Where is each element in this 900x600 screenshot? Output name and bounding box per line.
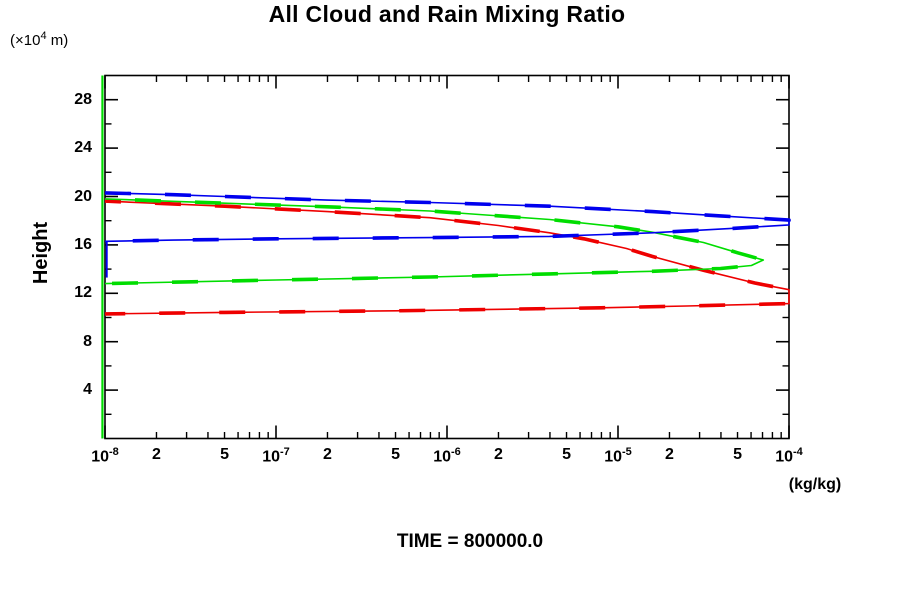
rain-mixing-ratio-red-line <box>104 200 790 315</box>
x-tick-label-minor: 5 <box>391 446 400 463</box>
cloud-mixing-ratio-green-thick-dashes <box>104 197 766 286</box>
y-tick-label: 16 <box>74 235 92 253</box>
x-tick-label-minor: 2 <box>152 446 161 463</box>
y-tick-label: 8 <box>83 332 92 350</box>
x-tick-exponent: -6 <box>451 446 461 458</box>
y-tick-label: 28 <box>74 90 92 108</box>
y-tick-label: 24 <box>74 139 92 157</box>
x-tick-mantissa: 10 <box>262 448 280 466</box>
x-tick-label-minor: 5 <box>562 446 571 463</box>
y-tick-label: 20 <box>74 187 92 205</box>
rain-mixing-ratio-red-thick-dashes <box>104 199 791 316</box>
x-tick-mantissa: 10 <box>433 448 451 466</box>
x-tick-exponent: -7 <box>280 446 290 458</box>
x-tick-label-major: 10-4 <box>757 446 821 466</box>
x-tick-mantissa: 10 <box>604 448 622 466</box>
x-tick-label-minor: 2 <box>323 446 332 463</box>
x-tick-mantissa: 10 <box>775 448 793 466</box>
x-tick-exponent: -4 <box>793 446 803 458</box>
x-axis-unit-label: (kg/kg) <box>788 476 842 493</box>
x-tick-label-minor: 5 <box>220 446 229 463</box>
y-tick-label: 4 <box>83 381 92 399</box>
y-axis-unit-label: (×104 m) <box>10 30 68 49</box>
plot-box <box>104 74 790 440</box>
y-axis-unit-exponent: 4 <box>40 30 47 42</box>
y-axis-unit-prefix: (×10 <box>10 32 41 49</box>
chart-title: All Cloud and Rain Mixing Ratio <box>268 1 626 27</box>
time-label: TIME = 800000.0 <box>396 531 544 552</box>
y-axis-unit-suffix: m) <box>46 32 69 49</box>
x-tick-label-major: 10-5 <box>586 446 650 466</box>
x-tick-mantissa: 10 <box>91 448 109 466</box>
y-tick-label: 12 <box>74 284 92 302</box>
x-tick-label-minor: 5 <box>733 446 742 463</box>
cloud-mixing-ratio-blue-line <box>104 192 790 243</box>
x-tick-exponent: -5 <box>622 446 632 458</box>
x-tick-exponent: -8 <box>109 446 119 458</box>
x-tick-label-major: 10-8 <box>73 446 137 466</box>
x-tick-label-major: 10-6 <box>415 446 479 466</box>
x-tick-label-major: 10-7 <box>244 446 308 466</box>
x-tick-label-minor: 2 <box>494 446 503 463</box>
cloud-mixing-ratio-blue-thick-dashes <box>104 191 791 244</box>
x-tick-label-minor: 2 <box>665 446 674 463</box>
